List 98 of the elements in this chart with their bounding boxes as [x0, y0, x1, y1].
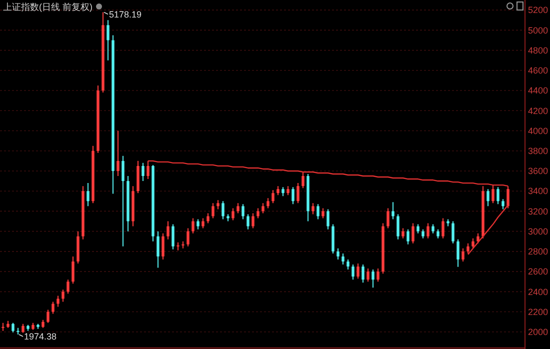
candlestick — [486, 188, 490, 207]
candlestick — [116, 130, 120, 177]
candlestick — [376, 268, 380, 282]
y-tick-label: 3200 — [528, 206, 548, 216]
candlestick — [366, 268, 370, 282]
candlestick — [222, 200, 224, 220]
candlestick — [56, 295, 60, 308]
y-tick-label: 3000 — [528, 226, 548, 236]
candlestick — [202, 218, 204, 229]
y-tick-label: 2600 — [528, 266, 548, 277]
candlestick — [206, 212, 210, 224]
candlestick — [476, 232, 480, 244]
candlestick — [172, 224, 174, 250]
line-series — [147, 160, 509, 187]
candlestick — [422, 228, 424, 239]
candlestick — [12, 322, 14, 333]
candlestick — [336, 248, 340, 260]
y-tick-label: 3400 — [528, 186, 548, 196]
candlestick — [272, 190, 274, 204]
y-tick-label: 2400 — [528, 286, 548, 297]
candlestick — [282, 186, 284, 197]
candlestick — [212, 202, 214, 219]
candlestick — [296, 182, 300, 204]
candlestick — [72, 256, 74, 284]
y-tick-label: 5200 — [528, 5, 548, 16]
candlestick — [276, 186, 280, 196]
candlestick — [436, 228, 440, 239]
candlestick — [186, 228, 190, 247]
y-tick-label: 4400 — [528, 86, 548, 96]
y-tick-label: 5000 — [528, 25, 548, 36]
candlestick — [462, 248, 464, 262]
candlestick — [496, 186, 500, 205]
candlestick — [432, 224, 434, 234]
annotation: 5178.19 — [109, 9, 142, 20]
candlestick — [232, 208, 234, 221]
candlestick — [156, 230, 160, 268]
candlestick — [406, 228, 410, 245]
candlestick — [66, 279, 70, 294]
candlestick — [292, 186, 294, 205]
chart-title: 上证指数(日线 前复权) — [3, 2, 92, 12]
candlestick — [86, 182, 90, 207]
candlestick — [316, 204, 320, 220]
candlestick — [356, 263, 360, 280]
candlestick — [166, 220, 170, 240]
candlestick — [426, 222, 430, 239]
y-tick-label: 2000 — [528, 327, 548, 338]
candlestick — [342, 252, 344, 266]
candlestick — [302, 172, 304, 189]
candlestick — [352, 264, 354, 280]
y-tick-label: 3800 — [528, 146, 548, 156]
candlestick — [322, 208, 324, 219]
y-tick-label: 2200 — [528, 306, 548, 317]
candlestick — [246, 214, 250, 230]
candlestick — [346, 258, 350, 270]
candlestick — [472, 238, 474, 249]
candlestick — [122, 155, 124, 247]
candlestick — [252, 212, 254, 229]
candlestick — [396, 214, 400, 240]
candlestick — [236, 202, 240, 214]
candlestick — [386, 208, 390, 229]
candlestick — [326, 208, 330, 230]
candlestick — [192, 218, 194, 234]
candlestick — [266, 198, 270, 209]
candlestick — [22, 323, 24, 334]
candlestick — [52, 301, 54, 314]
candlestick — [196, 218, 200, 230]
candlestick — [492, 184, 494, 204]
candlestick — [412, 222, 414, 244]
candlestick — [146, 160, 150, 180]
candlestick — [362, 264, 364, 284]
candlestick — [506, 186, 510, 209]
y-tick-label: 4600 — [528, 66, 548, 76]
candlestick — [312, 202, 314, 215]
candlestick — [416, 224, 420, 234]
candlestick — [456, 238, 460, 268]
candlestick — [256, 208, 260, 219]
candlestick — [216, 200, 220, 210]
candlestick — [372, 269, 374, 288]
candlestick — [442, 218, 444, 239]
candlestick — [62, 289, 64, 302]
candlestick — [162, 232, 164, 260]
y-tick-label: 4800 — [528, 45, 548, 56]
candlestick — [466, 242, 470, 254]
y-tick-label: 4000 — [528, 126, 548, 136]
candlestick — [452, 220, 454, 244]
candlestick — [142, 162, 144, 182]
candlestick — [502, 198, 504, 210]
candlestick — [242, 204, 244, 220]
annotation: 1974.38 — [24, 332, 57, 342]
y-tick-label: 3600 — [528, 166, 548, 176]
candlestick — [402, 228, 404, 239]
y-tick-label: 4200 — [528, 106, 548, 116]
candlestick — [286, 186, 290, 196]
candlestick — [392, 202, 394, 220]
candlestick — [46, 309, 50, 324]
y-tick-label: 2800 — [528, 246, 548, 257]
candlestick — [262, 202, 264, 214]
candlestick — [106, 20, 110, 61]
